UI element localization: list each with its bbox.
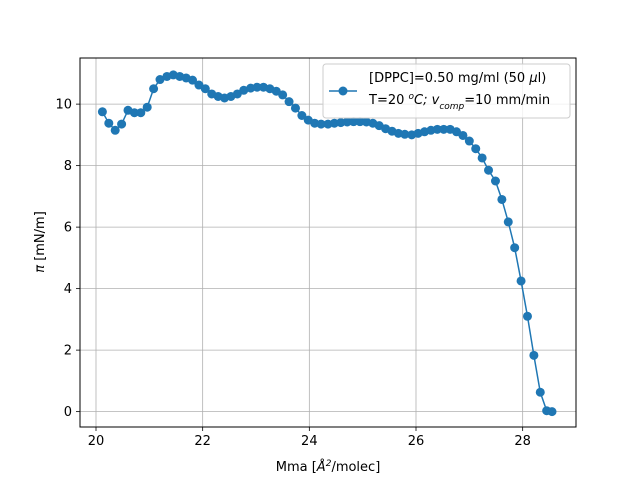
data-point bbox=[349, 117, 359, 127]
legend-entry-line1: [DPPC]=0.50 mg/ml (50 μl) bbox=[369, 71, 546, 86]
data-point bbox=[200, 84, 210, 94]
y-tick-label: 6 bbox=[64, 221, 72, 236]
data-point bbox=[516, 276, 526, 286]
data-point bbox=[355, 117, 365, 127]
y-tick-label: 0 bbox=[64, 405, 72, 420]
data-point bbox=[97, 107, 107, 117]
data-point bbox=[104, 118, 114, 128]
data-point bbox=[136, 108, 146, 118]
y-tick-label: 8 bbox=[64, 159, 72, 174]
data-point bbox=[432, 124, 442, 134]
data-point bbox=[290, 103, 300, 113]
data-point bbox=[342, 117, 352, 127]
data-point bbox=[497, 194, 507, 204]
data-point bbox=[510, 243, 520, 253]
x-tick-label: 20 bbox=[88, 434, 105, 449]
data-point bbox=[400, 129, 410, 139]
data-point bbox=[252, 82, 262, 92]
data-point bbox=[284, 97, 294, 107]
y-axis-label: π [mN/m] bbox=[33, 211, 48, 273]
data-point bbox=[522, 311, 532, 321]
y-tick-label: 10 bbox=[55, 98, 72, 113]
data-point bbox=[439, 124, 449, 134]
data-point bbox=[471, 144, 481, 154]
x-tick-label: 28 bbox=[514, 434, 531, 449]
data-point bbox=[503, 217, 513, 227]
data-point bbox=[149, 84, 159, 94]
data-point bbox=[477, 153, 487, 163]
data-point bbox=[155, 75, 165, 85]
data-point bbox=[117, 119, 127, 129]
y-tick-label: 2 bbox=[64, 344, 72, 359]
legend-marker-handle bbox=[338, 86, 348, 96]
x-tick-label: 24 bbox=[301, 434, 318, 449]
data-point bbox=[529, 350, 539, 360]
data-point bbox=[458, 130, 468, 140]
data-point bbox=[484, 165, 494, 175]
data-point bbox=[490, 176, 500, 186]
x-tick-label: 22 bbox=[194, 434, 211, 449]
legend-entry-line2: T=20 oC; vcomp=10 mm/min bbox=[368, 92, 550, 112]
legend: [DPPC]=0.50 mg/ml (50 μl) T=20 oC; vcomp… bbox=[322, 63, 571, 119]
data-point bbox=[110, 125, 120, 135]
plot-frame bbox=[79, 57, 577, 428]
data-point bbox=[278, 90, 288, 100]
x-axis-label: Mma [Å2/molec] bbox=[276, 459, 381, 475]
data-point bbox=[297, 111, 307, 120]
data-point bbox=[535, 387, 545, 397]
series-layer bbox=[97, 70, 557, 417]
data-point bbox=[239, 85, 249, 95]
data-point bbox=[142, 102, 152, 112]
x-tick-label: 26 bbox=[408, 434, 425, 449]
data-point bbox=[129, 108, 139, 118]
data-point bbox=[316, 119, 326, 129]
data-point bbox=[188, 75, 198, 85]
legend-box bbox=[322, 63, 571, 119]
data-point bbox=[464, 136, 474, 146]
y-tick-label: 4 bbox=[64, 282, 72, 297]
data-point bbox=[547, 407, 557, 417]
